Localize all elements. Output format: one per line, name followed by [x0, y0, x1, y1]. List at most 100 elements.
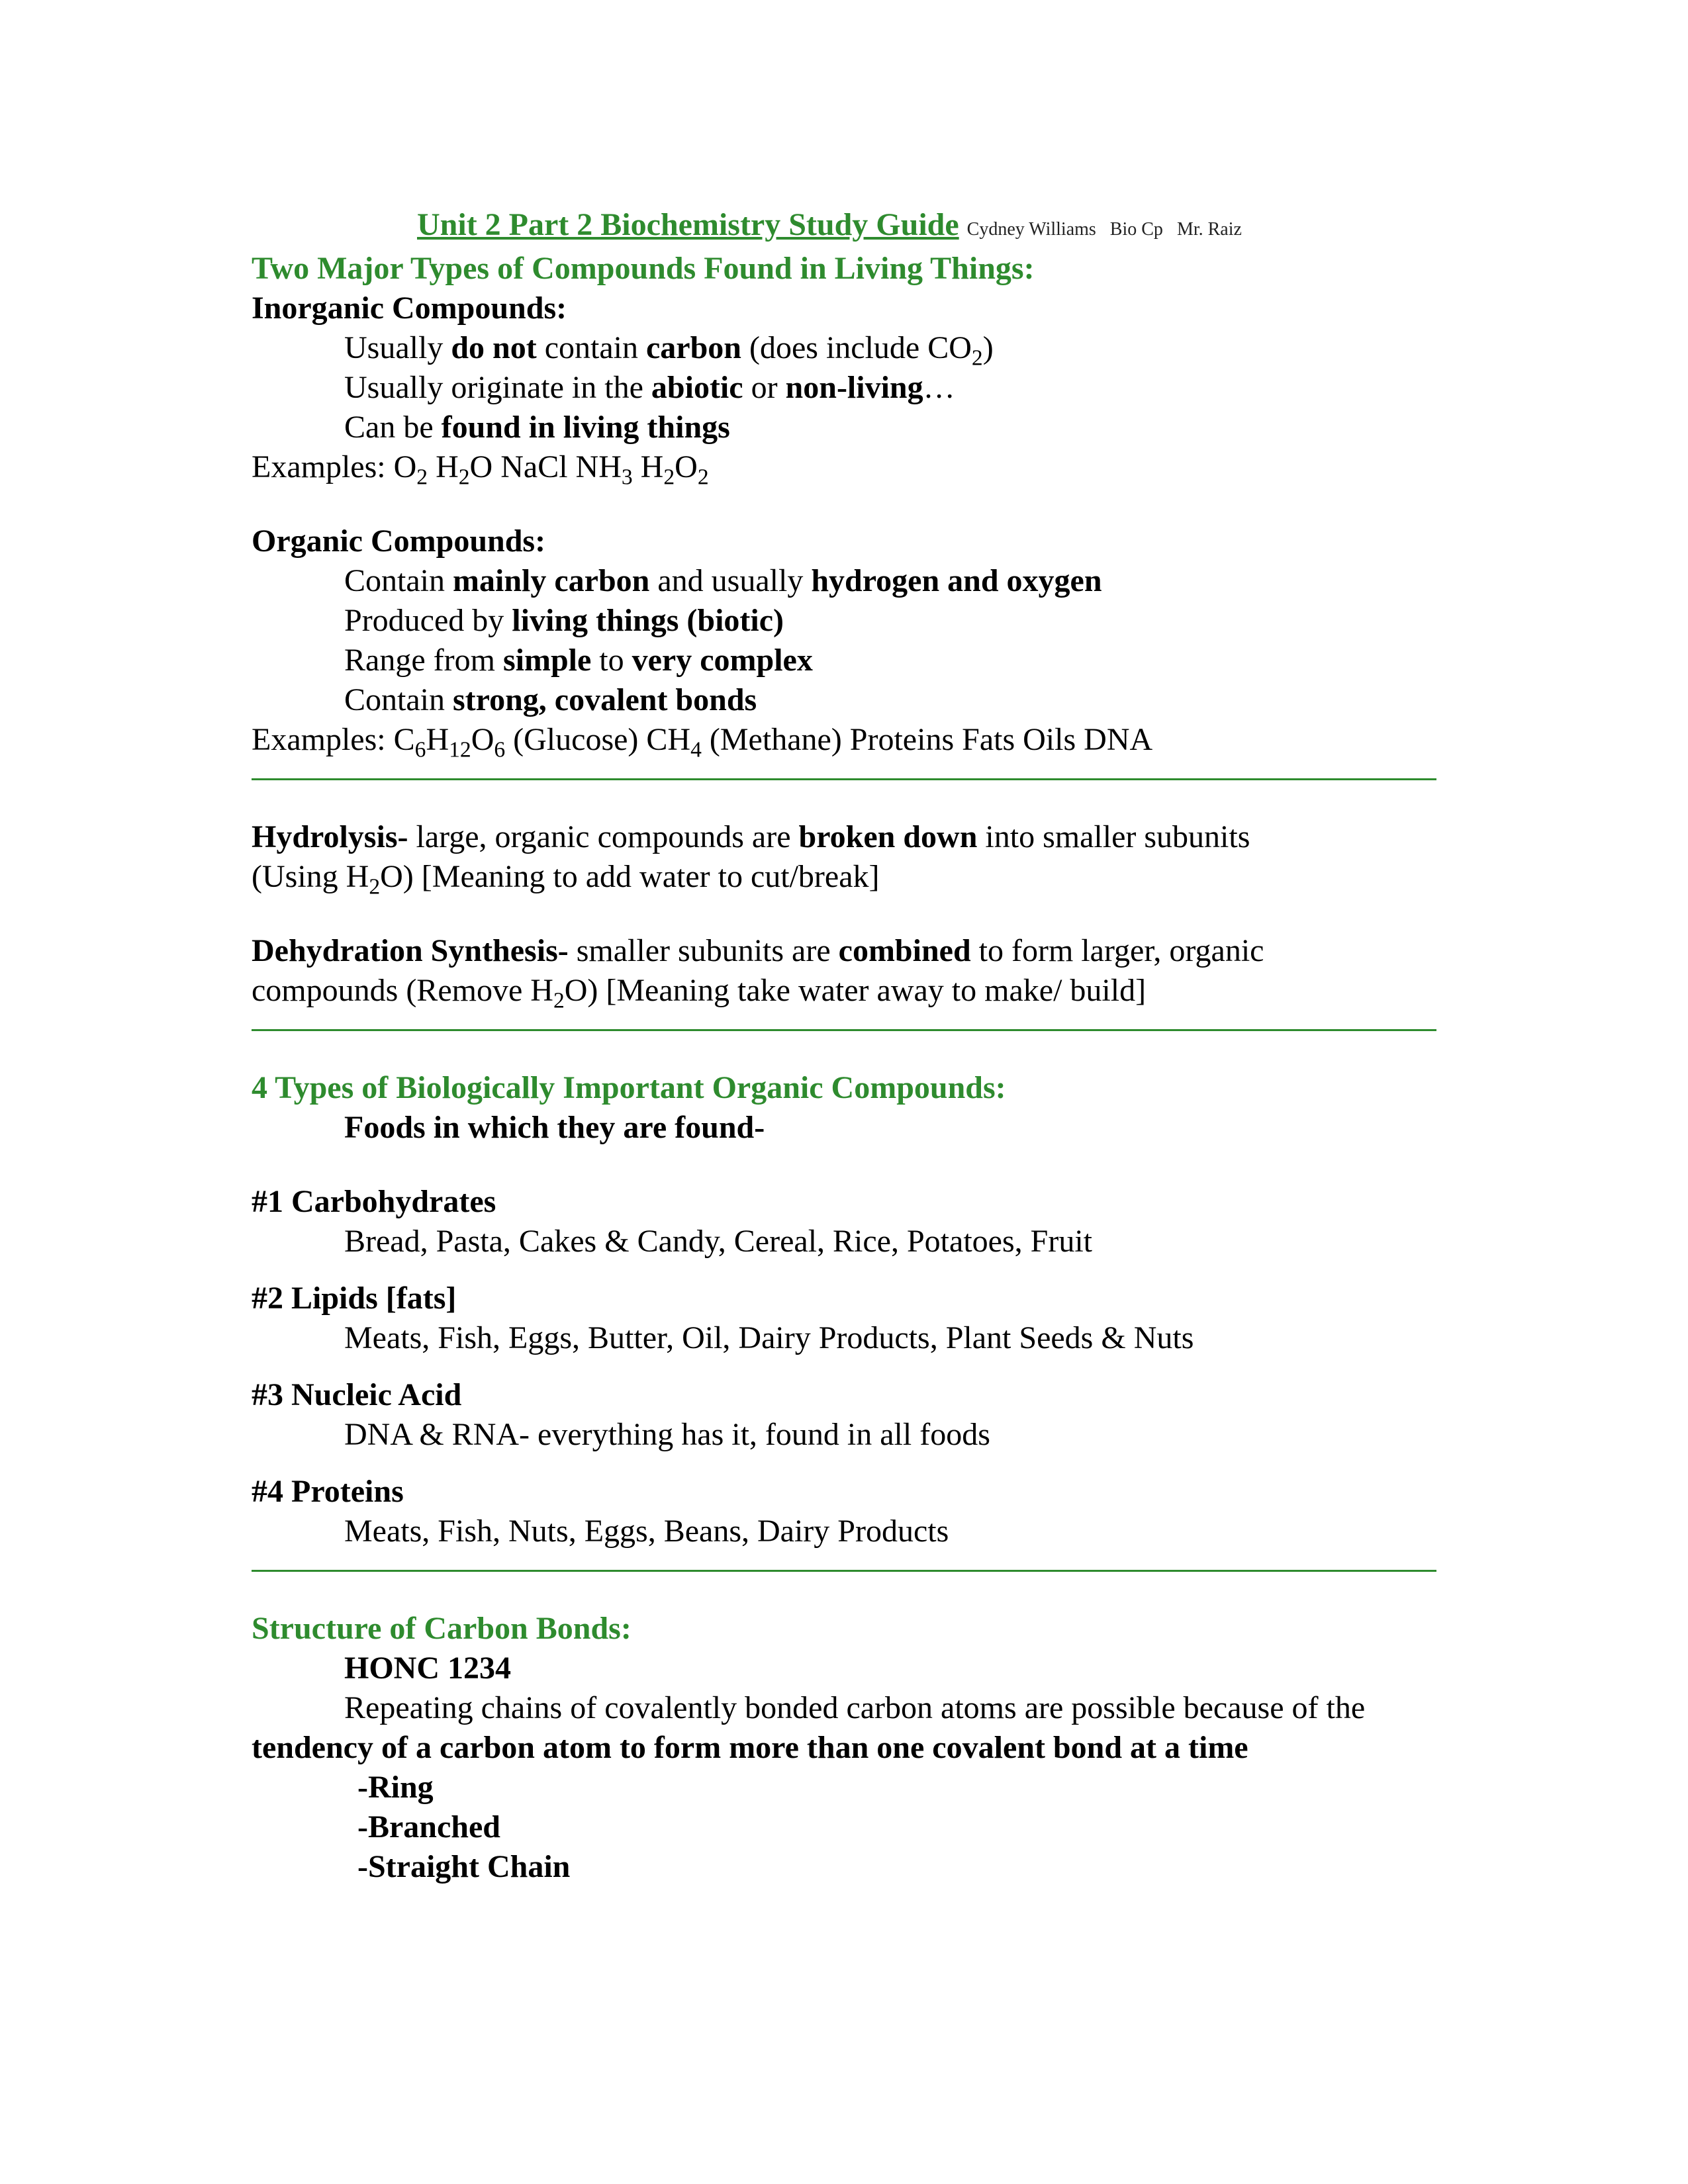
text: to: [591, 643, 632, 678]
text: smaller subunits are: [569, 933, 839, 968]
dehydration-block: Dehydration Synthesis- smaller subunits …: [252, 931, 1436, 971]
heading-carbon-bonds: Structure of Carbon Bonds:: [252, 1609, 1436, 1649]
text: or: [743, 370, 786, 405]
text: Contain: [344, 682, 453, 717]
page: Unit 2 Part 2 Biochemistry Study Guide C…: [0, 0, 1688, 2019]
dehydration-line-2: compounds (Remove H2O) [Meaning take wat…: [252, 971, 1436, 1011]
term: Hydrolysis-: [252, 819, 408, 854]
text: NH: [576, 449, 622, 484]
inorganic-line-2: Usually originate in the abiotic or non-…: [252, 368, 1436, 408]
subscript: 6: [415, 738, 426, 762]
compound-2-text: Meats, Fish, Eggs, Butter, Oil, Dairy Pr…: [252, 1318, 1436, 1358]
text-bold: hydrogen and oxygen: [811, 563, 1102, 598]
divider: [252, 778, 1436, 780]
text: and usually: [649, 563, 811, 598]
organic-line-1: Contain mainly carbon and usually hydrog…: [252, 561, 1436, 601]
carbon-bonds-bold: tendency of a carbon atom to form more t…: [252, 1728, 1436, 1768]
heading-two-major: Two Major Types of Compounds Found in Li…: [252, 249, 1436, 289]
spacer: [252, 1455, 1436, 1472]
text: large, organic compounds are: [408, 819, 798, 854]
spacer: [252, 897, 1436, 931]
hydrolysis-line-2: (Using H2O) [Meaning to add water to cut…: [252, 857, 1436, 897]
subscript: 2: [698, 465, 709, 490]
subscript: 2: [369, 875, 380, 899]
spacer: [252, 1358, 1436, 1375]
inorganic-line-3: Can be found in living things: [252, 408, 1436, 447]
organic-examples: Examples: C6H12O6 (Glucose) CH4 (Methane…: [252, 720, 1436, 760]
text: H: [436, 449, 459, 484]
text: Usually originate in the: [344, 370, 651, 405]
text-bold: abiotic: [651, 370, 743, 405]
text-bold: carbon: [646, 330, 741, 365]
hydrolysis-block: Hydrolysis- large, organic compounds are…: [252, 817, 1436, 857]
text: O) [Meaning take water away to make/ bui…: [565, 973, 1146, 1008]
heading-four-types: 4 Types of Biologically Important Organi…: [252, 1068, 1436, 1108]
organic-line-3: Range from simple to very complex: [252, 641, 1436, 680]
inorganic-examples: Examples: O2 H2O NaCl NH3 H2O2: [252, 447, 1436, 487]
compound-1-text: Bread, Pasta, Cakes & Candy, Cereal, Ric…: [252, 1222, 1436, 1261]
text: O) [Meaning to add water to cut/break]: [380, 859, 879, 894]
heading-organic: Organic Compounds:: [252, 522, 1436, 561]
subscript: 6: [494, 738, 505, 762]
text: (Methane) Proteins Fats Oils DNA: [702, 722, 1152, 757]
text: Produced by: [344, 603, 512, 638]
text: NaCl: [500, 449, 567, 484]
text-bold: non-living: [786, 370, 923, 405]
shape-ring: -Ring: [252, 1768, 1436, 1807]
divider: [252, 1570, 1436, 1572]
text-bold: living things (biotic): [512, 603, 784, 638]
divider: [252, 1029, 1436, 1031]
compound-2-heading: #2 Lipids [fats]: [252, 1279, 1436, 1318]
text: [568, 449, 576, 484]
term: Dehydration Synthesis-: [252, 933, 569, 968]
text: into smaller subunits: [977, 819, 1250, 854]
subscript: 3: [622, 465, 633, 490]
compound-1-heading: #1 Carbohydrates: [252, 1182, 1436, 1222]
text: Range from: [344, 643, 503, 678]
text: (does include CO: [741, 330, 972, 365]
text: [633, 449, 641, 484]
text: …: [923, 370, 955, 405]
document-title: Unit 2 Part 2 Biochemistry Study Guide: [417, 207, 959, 242]
text: (Using H: [252, 859, 369, 894]
spacer: [252, 487, 1436, 522]
text-bold: found in living things: [442, 410, 730, 445]
byline-author: Cydney Williams: [967, 219, 1096, 240]
text: Can be: [344, 410, 442, 445]
text: H: [426, 722, 449, 757]
text-bold: strong, covalent bonds: [453, 682, 757, 717]
organic-line-4: Contain strong, covalent bonds: [252, 680, 1436, 720]
subscript: 2: [459, 465, 470, 490]
compound-4-heading: #4 Proteins: [252, 1472, 1436, 1512]
text-bold: combined: [839, 933, 971, 968]
text: Usually: [344, 330, 451, 365]
text: [492, 449, 500, 484]
text: O: [675, 449, 698, 484]
subscript: 2: [663, 465, 675, 490]
text: O: [470, 449, 493, 484]
carbon-bonds-line: Repeating chains of covalently bonded ca…: [252, 1688, 1436, 1728]
text: Contain: [344, 563, 453, 598]
text: O: [471, 722, 494, 757]
subscript: 12: [449, 738, 471, 762]
spacer: [252, 1261, 1436, 1279]
compound-3-heading: #3 Nucleic Acid: [252, 1375, 1436, 1415]
text: to form larger, organic: [971, 933, 1264, 968]
text: (Glucose) CH: [505, 722, 690, 757]
subscript: 2: [553, 989, 565, 1013]
text: ): [983, 330, 994, 365]
text-bold: broken down: [799, 819, 978, 854]
text-bold: simple: [503, 643, 591, 678]
text-bold: very complex: [632, 643, 813, 678]
honc: HONC 1234: [252, 1649, 1436, 1688]
heading-inorganic: Inorganic Compounds:: [252, 289, 1436, 328]
text: H: [641, 449, 664, 484]
subscript: 2: [972, 346, 983, 371]
subscript: 2: [416, 465, 428, 490]
compound-3-text: DNA & RNA- everything has it, found in a…: [252, 1415, 1436, 1455]
text: contain: [537, 330, 646, 365]
four-types-sub: Foods in which they are found-: [252, 1108, 1436, 1148]
subscript: 4: [690, 738, 702, 762]
shape-straight: -Straight Chain: [252, 1847, 1436, 1887]
inorganic-line-1: Usually do not contain carbon (does incl…: [252, 328, 1436, 368]
